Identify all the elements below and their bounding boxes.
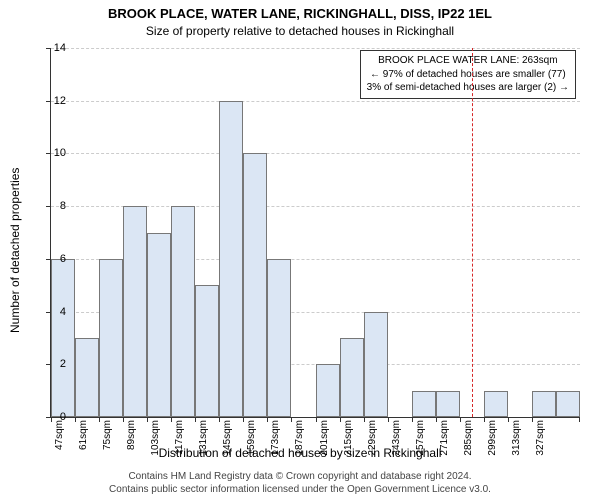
- histogram-bar: [412, 391, 436, 417]
- grid-line: [51, 48, 580, 49]
- histogram-bar: [243, 153, 267, 417]
- histogram-bar: [51, 259, 75, 417]
- marker-legend-line3: 3% of semi-detached houses are larger (2…: [367, 81, 569, 95]
- chart-title-sub: Size of property relative to detached ho…: [0, 24, 600, 38]
- y-tick-label: 2: [42, 358, 66, 370]
- chart-title-main: BROOK PLACE, WATER LANE, RICKINGHALL, DI…: [0, 6, 600, 21]
- histogram-bar: [99, 259, 123, 417]
- y-tick-label: 10: [42, 147, 66, 159]
- x-tick-mark: [291, 417, 292, 422]
- histogram-bar: [171, 206, 195, 417]
- x-axis-label: Distribution of detached houses by size …: [0, 446, 600, 460]
- x-tick-mark: [171, 417, 172, 422]
- x-tick-mark: [484, 417, 485, 422]
- x-tick-mark: [364, 417, 365, 422]
- histogram-bar: [532, 391, 556, 417]
- y-axis-label: Number of detached properties: [8, 167, 22, 332]
- y-tick-label: 8: [42, 200, 66, 212]
- x-tick-mark: [219, 417, 220, 422]
- x-tick-mark: [147, 417, 148, 422]
- grid-line: [51, 153, 580, 154]
- y-tick-label: 14: [42, 42, 66, 54]
- chart-container: BROOK PLACE, WATER LANE, RICKINGHALL, DI…: [0, 0, 600, 500]
- x-tick-mark: [579, 417, 580, 422]
- marker-legend-title: BROOK PLACE WATER LANE: 263sqm: [367, 54, 569, 68]
- footnote-line2: Contains public sector information licen…: [0, 484, 600, 497]
- histogram-bar: [195, 285, 219, 417]
- grid-line: [51, 101, 580, 102]
- marker-legend-line2: ← 97% of detached houses are smaller (77…: [367, 68, 569, 82]
- marker-legend: BROOK PLACE WATER LANE: 263sqm ← 97% of …: [360, 50, 576, 99]
- x-tick-mark: [75, 417, 76, 422]
- x-tick-mark: [532, 417, 533, 422]
- histogram-bar: [123, 206, 147, 417]
- x-tick-mark: [412, 417, 413, 422]
- histogram-bar: [75, 338, 99, 417]
- x-tick-mark: [123, 417, 124, 422]
- x-tick-mark: [195, 417, 196, 422]
- x-tick-mark: [99, 417, 100, 422]
- x-tick-mark: [267, 417, 268, 422]
- footnote: Contains HM Land Registry data © Crown c…: [0, 471, 600, 496]
- histogram-bar: [484, 391, 508, 417]
- footnote-line1: Contains HM Land Registry data © Crown c…: [0, 471, 600, 484]
- x-tick-mark: [340, 417, 341, 422]
- histogram-bar: [556, 391, 580, 417]
- y-tick-label: 0: [42, 411, 66, 423]
- x-tick-mark: [316, 417, 317, 422]
- y-tick-label: 12: [42, 95, 66, 107]
- y-tick-label: 6: [42, 253, 66, 265]
- histogram-bar: [340, 338, 364, 417]
- plot-area: BROOK PLACE WATER LANE: 263sqm ← 97% of …: [50, 48, 580, 418]
- histogram-bar: [436, 391, 460, 417]
- histogram-bar: [267, 259, 291, 417]
- marker-line: [472, 48, 473, 417]
- histogram-bar: [219, 101, 243, 417]
- histogram-bar: [147, 233, 171, 418]
- x-tick-mark: [436, 417, 437, 422]
- x-tick-mark: [388, 417, 389, 422]
- x-tick-mark: [460, 417, 461, 422]
- x-tick-mark: [508, 417, 509, 422]
- histogram-bar: [364, 312, 388, 417]
- y-tick-label: 4: [42, 306, 66, 318]
- x-tick-mark: [243, 417, 244, 422]
- histogram-bar: [316, 364, 340, 417]
